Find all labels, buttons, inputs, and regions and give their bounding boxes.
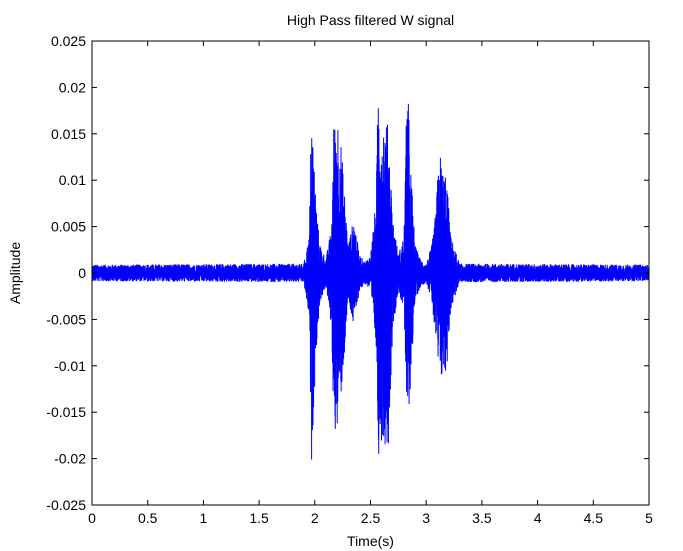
y-tick-label: 0.015 [51,126,86,142]
y-tick-label: 0.02 [59,79,86,95]
x-tick-label: 5 [645,510,653,526]
x-tick-label: 0.5 [138,510,158,526]
x-tick-label: 0 [88,510,96,526]
x-tick-label: 3.5 [472,510,492,526]
chart-title: High Pass filtered W signal [287,12,454,28]
x-tick-label: 1 [200,510,208,526]
x-tick-label: 2.5 [361,510,381,526]
plot-frame [91,40,650,506]
x-tick-label: 4.5 [584,510,604,526]
x-axis-label: Time(s) [347,533,394,549]
y-tick-label: -0.01 [54,358,86,374]
y-tick-label: -0.02 [54,451,86,467]
y-tick-label: 0.005 [51,219,86,235]
y-tick-label: -0.005 [46,311,86,327]
x-ticks: 0 0.5 1 1.5 2 2.5 3 3.5 4 4.5 5 [88,41,653,526]
y-axis-label: Amplitude [7,242,23,304]
y-ticks: 0.025 0.02 0.015 0.01 0.005 0 -0.005 -0.01 -0.01… [46,33,649,513]
x-tick-label: 1.5 [249,510,269,526]
signal-line [91,103,650,460]
y-tick-label: -0.025 [46,497,86,513]
y-tick-label: -0.015 [46,404,86,420]
y-tick-label: 0.01 [59,172,86,188]
x-tick-label: 2 [311,510,319,526]
x-tick-label: 4 [534,510,542,526]
y-tick-label: 0 [78,265,86,281]
x-tick-label: 3 [422,510,430,526]
y-tick-label: 0.025 [51,33,86,49]
